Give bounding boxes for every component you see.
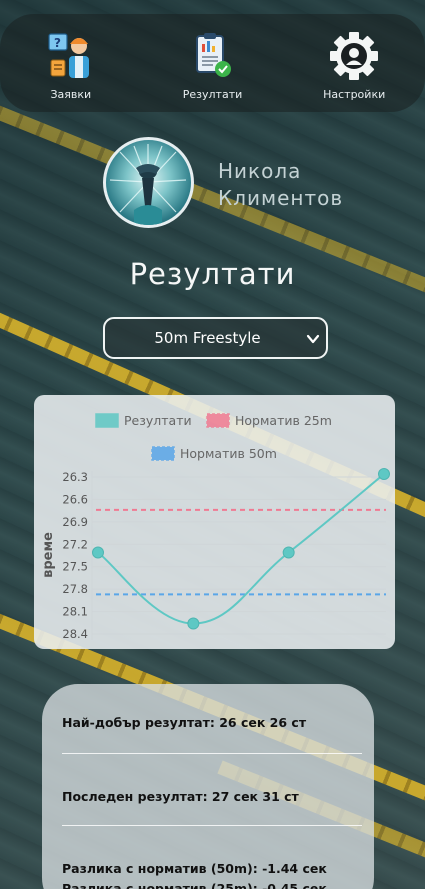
- top-nav: ? Заявки: [0, 14, 425, 112]
- stat-diff-25: Разлика с норматив (25m): -0.45 сек: [62, 881, 327, 889]
- nav-label: Резултати: [182, 88, 243, 101]
- y-tick-label: 27.2: [62, 537, 88, 551]
- svg-text:?: ?: [54, 36, 61, 50]
- results-chart: Резултати Норматив 25m Норматив 50m 26.3 26…: [34, 395, 395, 649]
- nav-label: Настройки: [323, 88, 386, 101]
- chart-svg: Резултати Норматив 25m Норматив 50m 26.3 26…: [41, 413, 390, 641]
- first-name: Никола: [218, 159, 302, 183]
- nav-item-settings[interactable]: Настройки: [283, 14, 425, 112]
- user-name: Никола Климентов: [218, 158, 343, 212]
- avatar: [103, 137, 194, 228]
- y-tick-label: 27.8: [62, 582, 88, 596]
- y-tick-label: 26.3: [62, 470, 88, 484]
- page-title: Резултати: [129, 257, 296, 291]
- stat-diff-50: Разлика с норматив (50m): -1.44 сек: [62, 861, 327, 876]
- y-tick-label: 28.1: [62, 605, 88, 619]
- results-point: [282, 546, 295, 559]
- discipline-select[interactable]: 50m Freestyle: [103, 317, 328, 359]
- results-point: [378, 468, 390, 481]
- nav-item-requests[interactable]: ? Заявки: [0, 14, 142, 112]
- y-tick-label: 28.4: [62, 627, 88, 641]
- divider: [62, 825, 362, 826]
- last-name: Климентов: [218, 186, 344, 210]
- nav-label: Заявки: [50, 88, 92, 101]
- stats-card: Най-добър резултат: 26 сек 26 ст Последе…: [42, 684, 374, 889]
- legend-label: Норматив 25m: [235, 413, 332, 428]
- stat-best: Най-добър резултат: 26 сек 26 ст: [62, 715, 307, 730]
- legend-swatch: [151, 446, 175, 461]
- discipline-selected: 50m Freestyle: [154, 329, 261, 347]
- legend-label: Резултати: [124, 413, 192, 428]
- chevron-down-icon: [306, 334, 320, 344]
- y-axis-label: време: [41, 532, 56, 578]
- results-point: [92, 546, 104, 559]
- y-tick-label: 26.9: [62, 515, 88, 529]
- results-point: [187, 617, 200, 630]
- legend-item: Норматив 50m: [151, 446, 277, 461]
- results-line: [97, 473, 385, 625]
- nav-item-results[interactable]: Резултати: [142, 14, 284, 112]
- legend-item: Норматив 25m: [206, 413, 332, 428]
- legend-swatch: [206, 413, 230, 428]
- legend-item: Резултати: [95, 413, 192, 428]
- clipboard-check-icon: [187, 30, 239, 82]
- y-tick-label: 26.6: [62, 492, 88, 506]
- coach-request-icon: ?: [45, 30, 97, 82]
- gear-user-icon: [328, 30, 380, 82]
- legend-swatch: [95, 413, 119, 428]
- legend-label: Норматив 50m: [180, 446, 277, 461]
- stat-last: Последен резултат: 27 сек 31 ст: [62, 789, 299, 804]
- y-tick-label: 27.5: [62, 560, 88, 574]
- divider: [62, 753, 362, 754]
